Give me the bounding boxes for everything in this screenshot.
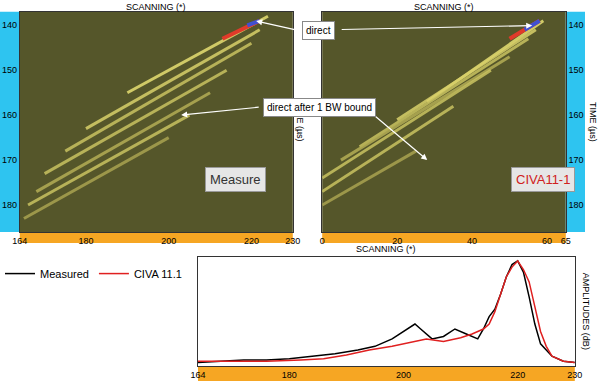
svg-text:140: 140	[569, 20, 584, 30]
svg-text:140: 140	[2, 20, 17, 30]
svg-text:40: 40	[467, 236, 477, 246]
svg-text:180: 180	[2, 200, 17, 210]
svg-text:150: 150	[569, 65, 584, 75]
svg-text:170: 170	[2, 155, 17, 165]
svg-text:180: 180	[282, 370, 297, 380]
svg-text:TIME (µs): TIME (µs)	[295, 102, 305, 142]
svg-text:SCANNING (*): SCANNING (*)	[414, 2, 474, 12]
svg-text:180: 180	[78, 236, 93, 246]
svg-text:160: 160	[2, 110, 17, 120]
svg-text:160: 160	[569, 110, 584, 120]
svg-text:TIME (µs): TIME (µs)	[588, 102, 598, 142]
svg-text:230: 230	[567, 370, 582, 380]
svg-text:230: 230	[285, 236, 300, 246]
svg-text:150: 150	[2, 65, 17, 75]
svg-text:direct: direct	[306, 25, 331, 36]
svg-text:220: 220	[510, 370, 525, 380]
svg-text:65: 65	[561, 236, 571, 246]
svg-text:SCANNING (*): SCANNING (*)	[356, 244, 416, 254]
svg-text:200: 200	[396, 370, 411, 380]
svg-text:180: 180	[569, 200, 584, 210]
svg-text:0: 0	[320, 236, 325, 246]
svg-text:220: 220	[244, 236, 259, 246]
svg-text:170: 170	[569, 155, 584, 165]
svg-text:direct after 1 BW bound: direct after 1 BW bound	[267, 102, 372, 113]
svg-text:CIVA11-1: CIVA11-1	[516, 172, 570, 187]
svg-text:164: 164	[190, 370, 205, 380]
svg-text:60: 60	[542, 236, 552, 246]
svg-text:164: 164	[12, 236, 27, 246]
svg-text:CIVA 11.1: CIVA 11.1	[134, 268, 182, 280]
svg-text:AMPLITUDES (dB): AMPLITUDES (dB)	[581, 273, 591, 350]
svg-text:SCANNING (*): SCANNING (*)	[126, 2, 186, 12]
svg-text:Measured: Measured	[40, 268, 89, 280]
svg-text:20: 20	[392, 236, 402, 246]
svg-text:Measure: Measure	[210, 172, 261, 187]
svg-text:200: 200	[161, 236, 176, 246]
